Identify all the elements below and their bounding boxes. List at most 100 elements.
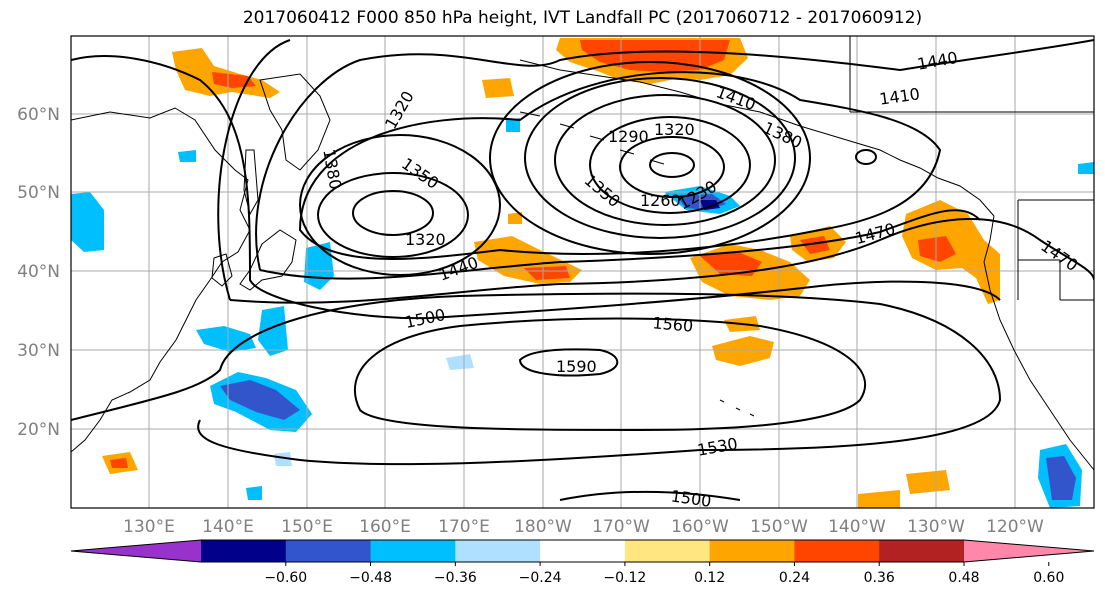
colorbar-tick-label: −0.48 [349,570,392,586]
ivt-light-1 [446,354,474,370]
contour-high-east [855,149,877,165]
ivt-positive-small-4 [482,78,514,98]
colorbar-segment [879,540,965,562]
colorbar-segment [455,540,541,562]
contour-low-east-1320 [554,94,776,226]
ivt-positive-small-6 [858,490,900,508]
colorbar-tick-label: 0.36 [864,570,895,586]
lon-label: 180°W [514,517,572,537]
lon-label: 130°E [123,517,175,537]
lon-label: 130°W [907,517,965,537]
contour-low-east-1260 [619,136,725,198]
lon-label: 120°W [986,517,1044,537]
lon-label: 140°E [202,517,254,537]
lat-label: 40°N [17,262,60,282]
colorbar-segment [709,540,795,562]
lon-label: 160°W [671,517,729,537]
ivt-negative-mid [196,326,256,352]
contour-low-west-1380 [299,134,501,276]
lon-label: 160°E [359,517,411,537]
colorbar-segment [285,540,372,562]
ivt-strong-dateline [524,266,570,280]
colorbar-tick-label: 0.24 [779,570,810,586]
contour-label: 1320 [405,230,446,249]
contour-label: 1590 [556,357,597,376]
colorbar-tick-label: 0.12 [694,570,725,586]
lat-label: 20°N [17,420,60,440]
contour-low-east-1350 [524,77,796,239]
colorbar-segment [794,540,880,562]
contour-label: 1320 [654,120,695,139]
hawaii [719,399,755,417]
colorbar-extend-high [964,540,1094,562]
map-background [71,36,1094,508]
sakhalin [243,149,259,216]
contour-1500 [71,55,1001,320]
ivt-light-5 [246,486,262,500]
contour-1530 [71,292,1002,466]
ivt-light-2 [274,452,292,466]
height-contours [71,39,1094,501]
japan [239,229,297,291]
contour-label: 1560 [652,313,694,335]
contour-1590 [518,348,619,377]
ivt-light-3 [506,118,520,132]
ivt-anomaly-shading [71,38,1094,508]
lon-label: 150°W [750,517,808,537]
canada-border [849,36,1094,113]
ivt-positive-subtropic [712,336,774,366]
contour-label: 1290 [608,127,649,146]
lat-label: 50°N [17,183,60,203]
ivt-light-6 [1078,162,1094,174]
contour-1440 [255,39,1094,280]
colorbar-tick-label: 0.48 [948,570,979,586]
latitude-labels: 60°N 50°N 40°N 30°N 20°N [17,105,60,440]
colorbar-tick-label: −0.24 [519,570,562,586]
ivt-strong-coast [918,236,956,262]
colorbar-tick-label: −0.12 [603,570,646,586]
colorbar-segment [624,540,711,562]
contour-low-west-1320 [352,190,434,236]
contour-low-east-1290 [589,116,751,214]
kamchatka [259,73,331,171]
ivt-positive-small-5 [508,212,522,224]
colorbar-tick-label: −0.60 [264,570,307,586]
korea [211,253,233,287]
contour-1470 [217,39,1094,304]
contour-1500-south [559,490,741,501]
map-frame [70,35,1095,509]
lon-label: 170°W [592,517,650,537]
ivt-positive-small-3 [906,470,950,494]
colorbar: −0.60 −0.48 −0.36 −0.24 −0.12 0.12 0.24 0.36 0.4… [70,539,1095,586]
state-borders [1017,199,1094,301]
contour-1560 [354,317,867,432]
colorbar-segment [370,540,456,562]
ivt-light-4 [178,150,196,162]
colorbar-outline [70,539,1095,563]
colorbar-tick-label: −0.36 [434,570,477,586]
ivt-negative-core-philippine [220,380,300,420]
ivt-strong-pacific-mid [700,252,762,276]
ivt-negative-mid-2 [258,306,288,356]
contour-1410 [298,71,942,260]
ivt-negative-core-se [1046,456,1076,500]
lon-label: 150°E [281,517,333,537]
contour-low-east-1380 [489,61,811,255]
na-west-coast [983,215,1094,471]
contour-low-west-1350 [317,172,469,258]
colorbar-segment [540,540,626,562]
colorbar-tick-label: 0.60 [1033,570,1064,586]
map-title: 2017060412 F000 850 hPa height, IVT Land… [242,8,923,28]
lat-label: 60°N [17,105,60,125]
ivt-negative-west [71,192,104,252]
ivt-strong-small-2 [110,458,128,468]
colorbar-segment [201,540,287,562]
colorbar-extend-low [71,540,201,562]
ivt-strong-pacific-east [800,236,830,254]
lat-label: 30°N [17,341,60,361]
lon-label: 140°W [828,517,886,537]
contour-label: 1260 [640,191,681,210]
contour-low-east-1230 [649,152,695,178]
lon-label: 170°E [438,517,490,537]
